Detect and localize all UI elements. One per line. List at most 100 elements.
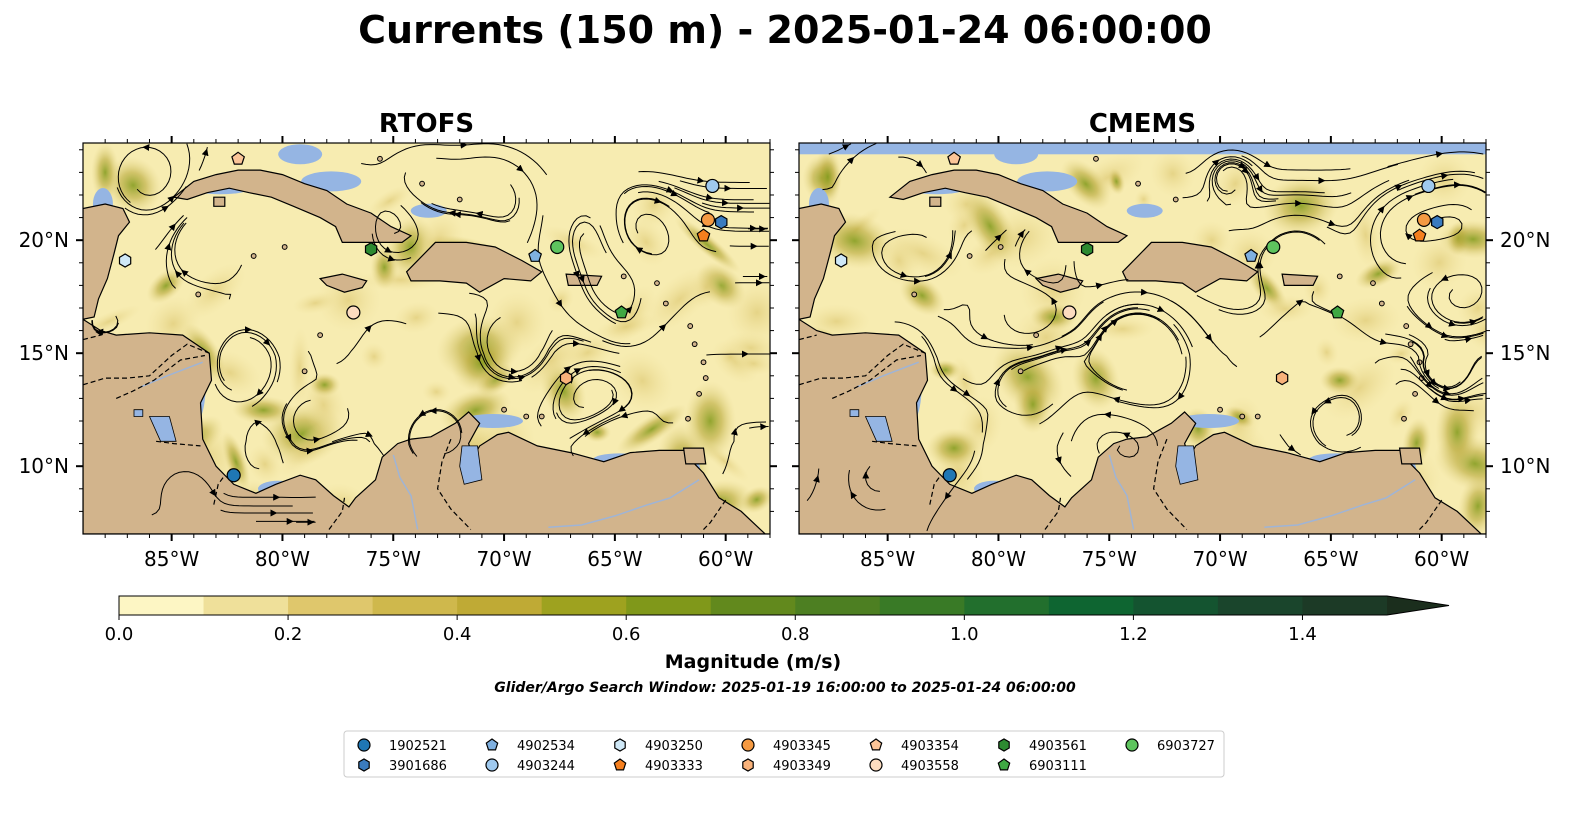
colorbar-segment — [119, 596, 205, 615]
lake-nicaragua — [864, 416, 893, 442]
float-4903244 — [1421, 178, 1436, 194]
country-border — [929, 474, 942, 505]
streamline — [438, 312, 523, 383]
streamline — [223, 492, 316, 498]
streamline — [722, 421, 767, 475]
float-4903345 — [1416, 212, 1432, 227]
streamline — [531, 342, 620, 378]
y-tick-label: 10°N — [1500, 454, 1550, 478]
country-border — [872, 440, 917, 447]
x-tick-label: 60°W — [1414, 547, 1469, 571]
shelf-water — [301, 171, 362, 192]
magnitude-patch — [1456, 287, 1486, 329]
float-4903354 — [231, 151, 246, 165]
magnitude-patch — [422, 380, 451, 403]
shelf-water — [1126, 203, 1163, 218]
legend-marker — [357, 738, 371, 752]
streamline — [1182, 156, 1253, 199]
magnitude-patch — [393, 301, 439, 334]
colorbar-label: Magnitude (m/s) — [665, 651, 842, 673]
legend-item: 4903345 — [741, 738, 831, 754]
map-frame — [82, 142, 771, 535]
float-4903345 — [700, 212, 716, 227]
streamline — [155, 215, 184, 250]
magnitude-patch — [595, 312, 658, 341]
streamline — [1312, 396, 1360, 447]
x-tick-label: 75°W — [1082, 547, 1137, 571]
land-puerto-rico — [1281, 273, 1319, 286]
legend-item: 4903244 — [485, 758, 575, 774]
shelf-water — [1017, 171, 1078, 192]
streamline — [552, 365, 621, 420]
magnitude-patch — [247, 444, 283, 484]
small-island — [654, 280, 660, 287]
streamline — [638, 170, 750, 183]
colorbar: 0.0 0.2 0.4 0.6 0.8 1.0 1.2 1.4 — [105, 595, 1450, 645]
streamline — [658, 180, 754, 201]
streamline — [1385, 333, 1483, 389]
strong-current-patch — [91, 143, 120, 203]
no-data-ocean — [799, 143, 1486, 155]
small-island — [1370, 280, 1376, 287]
float-4903250 — [834, 253, 848, 268]
float-4902534 — [528, 248, 543, 262]
small-island — [1401, 415, 1407, 422]
colorbar-tick-label: 0.8 — [781, 624, 810, 645]
x-tick-label: 85°W — [144, 547, 199, 571]
float-4903349 — [559, 370, 573, 386]
magnitude-patch — [1149, 149, 1196, 198]
streamline — [1405, 203, 1472, 242]
streamline — [679, 180, 767, 189]
small-island — [1033, 332, 1040, 339]
lake-managua — [849, 409, 860, 417]
float-markers — [118, 151, 728, 483]
magnitude-patch — [1330, 297, 1401, 344]
legend-label: 4903558 — [901, 759, 959, 774]
streamline — [174, 222, 243, 285]
river — [1108, 454, 1135, 530]
streamline — [701, 202, 770, 209]
colorbar-extend-arrow — [1387, 596, 1449, 615]
magnitude-patch — [674, 216, 741, 273]
legend-label: 4902534 — [517, 739, 575, 754]
streamline — [474, 313, 584, 380]
small-island — [691, 341, 698, 348]
legend-label: 4903250 — [645, 739, 703, 754]
strong-current-patch — [583, 422, 612, 443]
colorbar-segment — [372, 596, 458, 615]
legend-marker — [613, 758, 627, 771]
streamline — [706, 353, 770, 356]
small-island — [1093, 155, 1099, 162]
magnitude-patch — [1350, 202, 1382, 269]
river — [1264, 503, 1365, 528]
country-border — [436, 438, 472, 530]
streamline — [624, 198, 717, 255]
colorbar-segment — [1048, 596, 1134, 615]
streamline — [1429, 388, 1486, 400]
river — [392, 454, 419, 530]
magnitude-patch — [962, 188, 1018, 264]
land-yucatan — [799, 203, 847, 320]
magnitude-patch — [516, 327, 587, 395]
streamline — [1407, 272, 1486, 338]
colorbar-outline — [118, 595, 1450, 616]
streamlines — [91, 143, 770, 526]
float-1902521 — [942, 468, 957, 483]
small-island — [911, 291, 918, 298]
country-border — [156, 440, 201, 447]
magnitude-patch — [1314, 337, 1339, 367]
river — [1363, 479, 1416, 506]
magnitude-patch — [360, 342, 388, 371]
map-area — [83, 143, 770, 534]
magnitude-patch — [487, 291, 547, 354]
streamline — [584, 410, 674, 437]
panel-rtofs: 85°W 80°W 75°W 70°W 65°W 60°W 10°N 15°N 20°N RTOF… — [19, 109, 777, 571]
float-4903349 — [1275, 370, 1289, 386]
streamline — [943, 304, 1033, 346]
float-4903333 — [696, 228, 711, 242]
x-tick-label: 70°W — [1192, 547, 1247, 571]
magnitude-patch — [292, 291, 339, 315]
streamline — [674, 187, 770, 204]
small-island — [1254, 413, 1261, 420]
streamline — [214, 337, 272, 403]
